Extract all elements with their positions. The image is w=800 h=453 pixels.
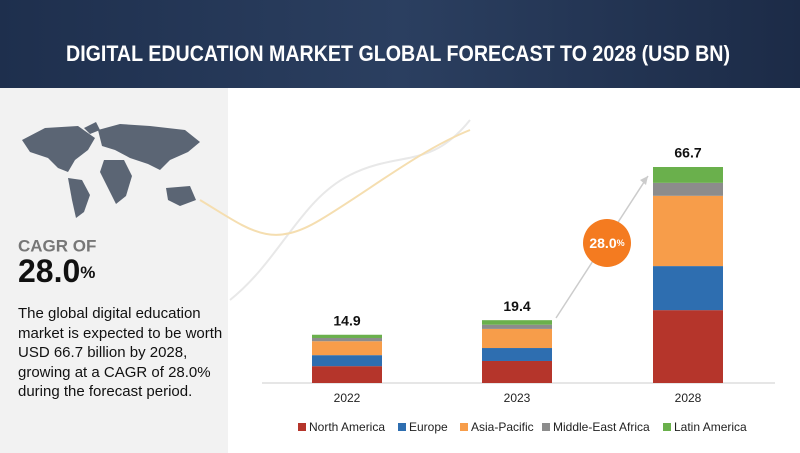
cagr-number: 28.0 <box>18 253 80 289</box>
legend-label: Latin America <box>674 420 747 434</box>
badge-number: 28.0 <box>589 235 616 251</box>
bar-segment <box>312 334 382 338</box>
cagr-badge <box>583 219 631 267</box>
bar-segment <box>482 360 552 383</box>
total-label: 66.7 <box>674 145 701 161</box>
legend-label: Middle-East Africa <box>553 420 650 434</box>
legend-swatch <box>398 423 406 431</box>
bar-segment <box>653 195 723 267</box>
decor-curve <box>229 119 471 301</box>
bar-segment <box>482 320 552 325</box>
bar-segment <box>312 366 382 383</box>
header <box>0 0 800 88</box>
bar-segment <box>482 324 552 329</box>
badge-text: 28.0% <box>589 235 624 251</box>
x-tick-label: 2028 <box>675 391 702 405</box>
total-label: 14.9 <box>333 312 360 328</box>
cagr-label: CAGR OF <box>18 236 96 255</box>
legend-label: Asia-Pacific <box>471 420 534 434</box>
bar-segment <box>482 348 552 361</box>
bar-segment <box>312 355 382 367</box>
world-map <box>22 122 200 218</box>
legend-swatch <box>460 423 468 431</box>
legend-swatch <box>542 423 550 431</box>
cagr-unit: % <box>80 263 95 282</box>
bar-segment <box>653 266 723 311</box>
legend-label: Europe <box>409 420 448 434</box>
total-label: 19.4 <box>503 298 530 314</box>
description: The global digital education market is e… <box>18 305 223 400</box>
decor-curve <box>199 129 471 236</box>
bar-segment <box>653 167 723 183</box>
x-tick-label: 2023 <box>504 391 531 405</box>
bar-segment <box>482 328 552 349</box>
legend-label: North America <box>309 420 385 434</box>
title: DIGITAL EDUCATION MARKET GLOBAL FORECAST… <box>66 41 730 66</box>
badge-unit: % <box>617 238 625 248</box>
bar-segment <box>312 341 382 356</box>
bar-segment <box>653 182 723 196</box>
bar-segment <box>312 337 382 342</box>
legend-swatch <box>663 423 671 431</box>
arrow-head <box>640 176 648 185</box>
cagr-value: 28.0% <box>18 253 95 289</box>
legend-swatch <box>298 423 306 431</box>
bar-segment <box>653 310 723 383</box>
x-tick-label: 2022 <box>334 391 361 405</box>
